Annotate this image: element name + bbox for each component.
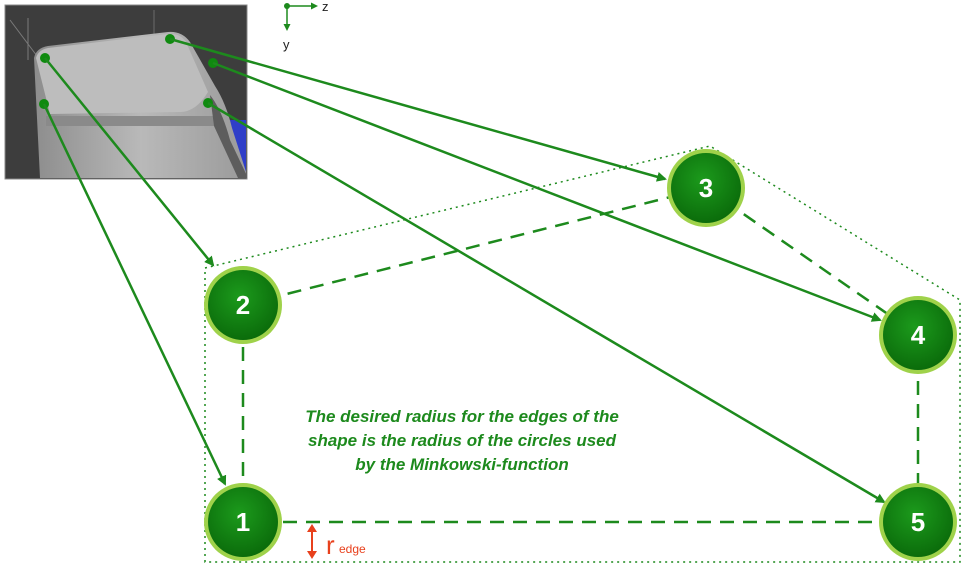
caption-line-1: The desired radius for the edges of the — [305, 407, 619, 426]
edge-radius-subscript: edge — [339, 542, 366, 556]
hull-outline — [204, 145, 961, 563]
caption-line-2: shape is the radius of the circles used — [308, 431, 616, 450]
circle-node-3: 3 — [667, 149, 745, 227]
circle-node-1-label: 1 — [236, 507, 250, 537]
edge-radius-symbol: r — [326, 530, 335, 560]
circle-node-2: 2 — [204, 266, 282, 344]
circle-node-1: 1 — [204, 483, 282, 561]
edge-radius-marker: r edge — [307, 524, 366, 560]
axis-indicator: z y — [283, 0, 329, 52]
circle-node-5-label: 5 — [911, 507, 925, 537]
circle-node-4: 4 — [879, 296, 957, 374]
circle-node-5: 5 — [879, 483, 957, 561]
explanation-caption: The desired radius for the edges of the … — [262, 405, 662, 477]
axis-y-label: y — [283, 37, 290, 52]
render-thumbnail — [4, 4, 248, 180]
caption-line-3: by the Minkowski-function — [355, 455, 569, 474]
mapping-arrows — [42, 37, 886, 504]
circle-node-2-label: 2 — [236, 290, 250, 320]
circle-node-4-label: 4 — [911, 320, 926, 350]
axis-z-label: z — [322, 0, 329, 14]
circle-node-3-label: 3 — [699, 173, 713, 203]
